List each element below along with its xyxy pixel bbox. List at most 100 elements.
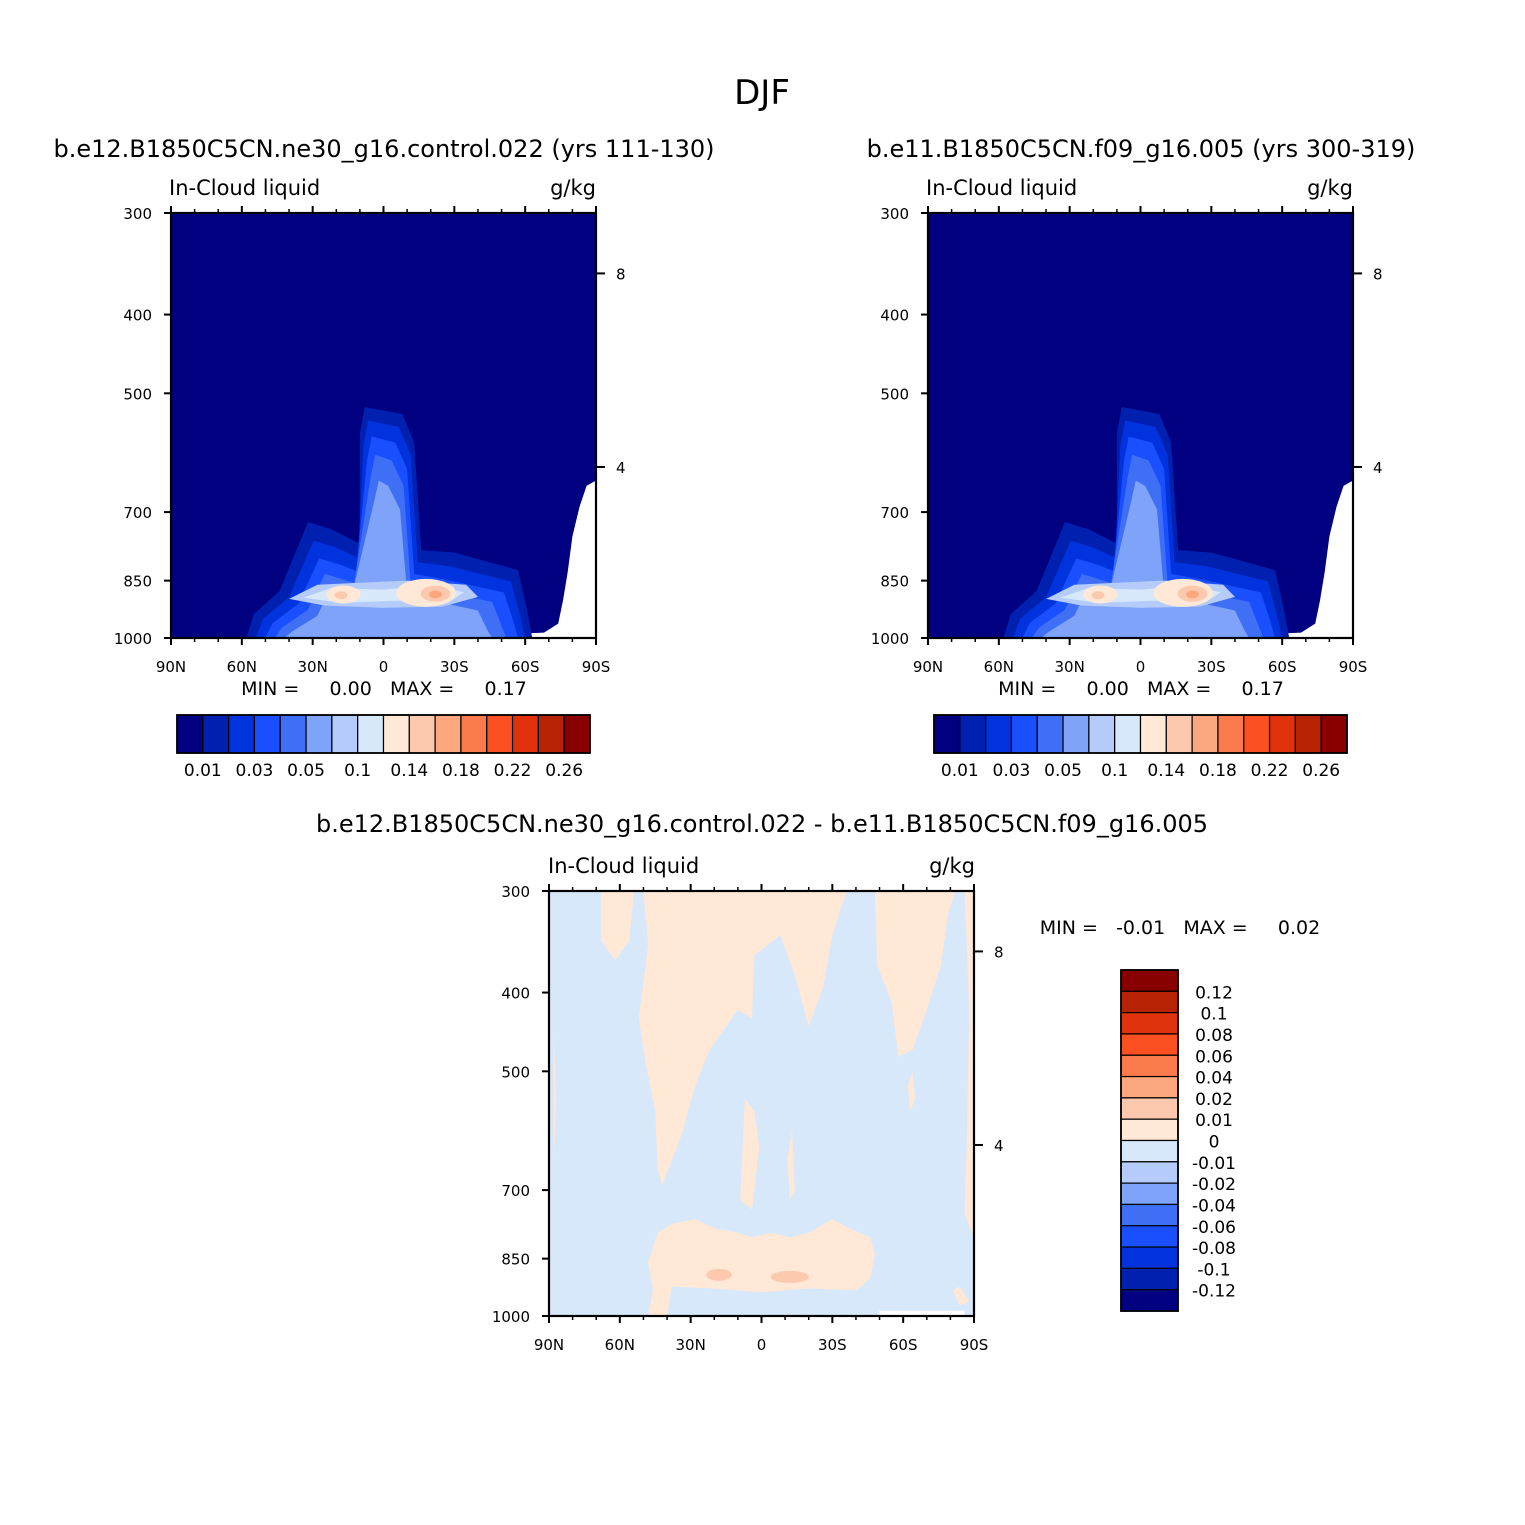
colorbar-swatch	[1139, 714, 1167, 754]
colorbar-swatch	[511, 714, 539, 754]
y-tick-label: 300	[880, 205, 909, 223]
units-label: g/kg	[929, 854, 975, 878]
y-right-tick-label: 4	[616, 459, 626, 477]
colorbar-swatch	[253, 714, 281, 754]
x-tick-label: 0	[1136, 658, 1146, 676]
maximum-north-core	[1091, 591, 1105, 600]
colorbar-label: 0.26	[545, 761, 583, 781]
missing-data-region	[879, 1310, 965, 1316]
contour-field	[928, 213, 1353, 638]
colorbar-swatch	[1120, 1246, 1179, 1269]
colorbar-swatch	[1120, 1075, 1179, 1099]
colorbar-swatch	[228, 714, 256, 754]
y-tick-label: 500	[123, 385, 152, 403]
contour-field	[549, 891, 974, 1316]
y-tick-label: 400	[880, 307, 909, 325]
colorbar-swatch	[357, 714, 385, 754]
colorbar-label: 0.06	[1195, 1047, 1233, 1067]
colorbar-label: 0.04	[1195, 1069, 1233, 1089]
colorbar-swatch	[1120, 1182, 1179, 1206]
min-max-stats: MIN = 0.00 MAX = 0.17	[998, 678, 1284, 700]
colorbar-swatch	[202, 714, 230, 754]
x-tick-label: 60S	[1268, 658, 1297, 676]
colorbar-label: -0.04	[1192, 1196, 1236, 1216]
colorbar-label: 0.18	[442, 761, 480, 781]
colorbar-swatch	[1036, 714, 1064, 754]
y-tick-label: 500	[501, 1063, 530, 1081]
y-tick-label: 300	[123, 205, 152, 223]
missing-data-region	[496, 480, 596, 638]
missing-data-region	[1253, 480, 1353, 638]
colorbar-swatch	[434, 714, 462, 754]
x-tick-label: 60S	[511, 658, 540, 676]
colorbar-label: 0.1	[1101, 761, 1128, 781]
positive-region	[874, 891, 956, 1057]
y-tick-label: 850	[123, 573, 152, 591]
y-tick-label: 300	[501, 883, 530, 901]
colorbar-frame	[933, 714, 1348, 754]
x-tick-label: 30N	[298, 658, 328, 676]
colorbar-label: 0.08	[1195, 1026, 1233, 1046]
x-tick-label: 90S	[582, 658, 611, 676]
colorbar-label: -0.06	[1192, 1218, 1236, 1238]
x-tick-label: 0	[379, 658, 389, 676]
colorbar-label: -0.01	[1192, 1154, 1236, 1174]
y-tick-label: 1000	[871, 630, 909, 648]
colorbar-swatch	[1268, 714, 1296, 754]
colorbar-swatch	[279, 714, 307, 754]
y-tick-label: 700	[880, 504, 909, 522]
colorbar-label: 0.05	[287, 761, 325, 781]
colorbar-swatch	[1120, 1012, 1179, 1035]
x-tick-label: 90S	[1339, 658, 1368, 676]
x-tick-label: 0	[757, 1336, 767, 1354]
colorbar-label: 0.18	[1199, 761, 1237, 781]
colorbar-label: -0.12	[1192, 1282, 1236, 1302]
variable-label: In-Cloud liquid	[169, 176, 320, 200]
maximum-south-peak	[1186, 590, 1199, 599]
x-tick-label: 90S	[960, 1336, 989, 1354]
x-tick-label: 60N	[227, 658, 257, 676]
colorbar-label: 0.22	[1251, 761, 1289, 781]
positive-maximum	[706, 1268, 732, 1281]
contour-field	[171, 213, 596, 638]
y-tick-label: 850	[501, 1251, 530, 1269]
panel-difference: b.e12.B1850C5CN.ne30_g16.control.022 - b…	[316, 810, 1320, 1354]
x-tick-label: 90N	[913, 658, 943, 676]
y-right-tick-label: 8	[1373, 265, 1383, 283]
colorbar-label: 0.1	[1200, 1005, 1227, 1025]
maximum-south-peak	[429, 590, 442, 599]
colorbar-swatch	[1165, 714, 1193, 754]
colorbar-label: 0.03	[236, 761, 274, 781]
colorbar-label: -0.1	[1197, 1260, 1230, 1280]
colorbar-label: 0.12	[1195, 983, 1233, 1003]
positive-region	[787, 1129, 795, 1201]
positive-region	[907, 1071, 915, 1112]
y-tick-label: 1000	[492, 1308, 530, 1326]
colorbar-swatch	[1243, 714, 1271, 754]
colorbar-swatch	[1114, 714, 1142, 754]
colorbar-swatch	[959, 714, 987, 754]
min-max-stats: MIN = -0.01 MAX = 0.02	[1040, 917, 1320, 939]
colorbar-label: 0.05	[1044, 761, 1082, 781]
positive-region	[740, 1098, 760, 1210]
colorbar-label: 0.1	[344, 761, 371, 781]
x-tick-label: 30S	[1197, 658, 1226, 676]
colorbar-swatch	[382, 714, 410, 754]
colorbar-swatch	[176, 714, 204, 754]
colorbar-label: 0.01	[1195, 1111, 1233, 1131]
colorbar-swatch	[1120, 1118, 1179, 1142]
positive-region	[553, 1034, 557, 1164]
colorbar-label: -0.02	[1192, 1175, 1236, 1195]
colorbar-swatch	[486, 714, 514, 754]
panel-comparison: b.e11.B1850C5CN.f09_g16.005 (yrs 300-319…	[867, 135, 1416, 781]
x-tick-label: 60N	[984, 658, 1014, 676]
units-label: g/kg	[550, 176, 596, 200]
y-right-tick-label: 4	[994, 1137, 1004, 1155]
x-tick-label: 30N	[676, 1336, 706, 1354]
units-label: g/kg	[1307, 176, 1353, 200]
colorbar-swatch	[1120, 990, 1179, 1014]
y-right-tick-label: 8	[994, 943, 1004, 961]
colorbar-swatch	[1088, 714, 1116, 754]
colorbar-swatch	[1217, 714, 1245, 754]
colorbar-swatch	[1320, 714, 1348, 754]
